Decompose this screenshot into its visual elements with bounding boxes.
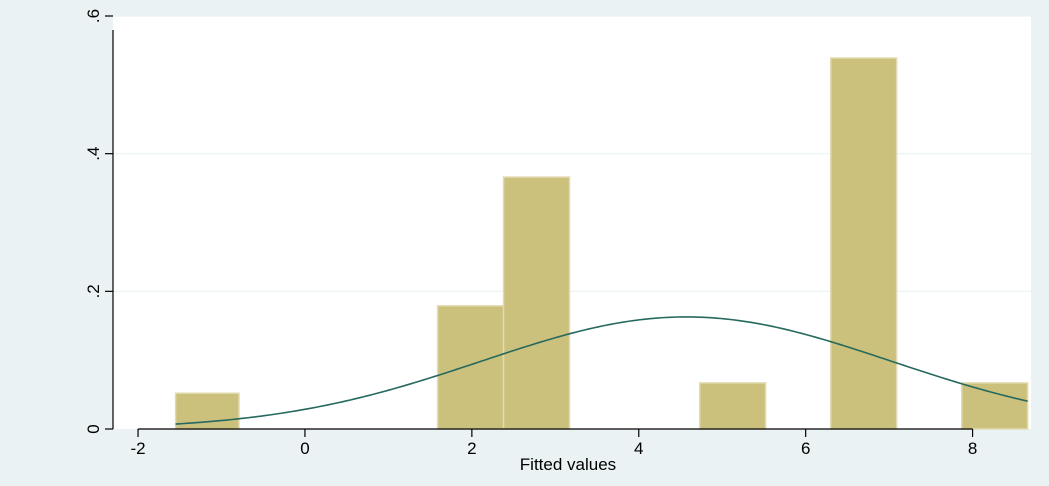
x-axis-label: Fitted values [520, 455, 616, 474]
normal-density-curve [175, 316, 1028, 425]
histogram-bar [698, 382, 767, 430]
y-tick-label: .4 [84, 147, 103, 161]
x-tick-label: 6 [801, 439, 810, 458]
histogram-bar [436, 305, 505, 430]
y-tick-label: 0 [84, 424, 103, 433]
axes: 0 .2 .4 .6 -2 0 2 4 6 8 [84, 9, 977, 458]
histogram-bar [829, 57, 898, 430]
x-tick-label: 0 [300, 439, 309, 458]
histogram-bar [960, 382, 1029, 430]
histogram-bar [502, 176, 571, 430]
x-tick-label: 4 [634, 439, 643, 458]
x-tick-label: -2 [130, 439, 145, 458]
x-tick-label: 2 [467, 439, 476, 458]
x-tick-label: 8 [968, 439, 977, 458]
y-tick-label: .2 [84, 284, 103, 298]
histogram-bars [174, 57, 1029, 430]
y-tick-label: .6 [84, 9, 103, 23]
